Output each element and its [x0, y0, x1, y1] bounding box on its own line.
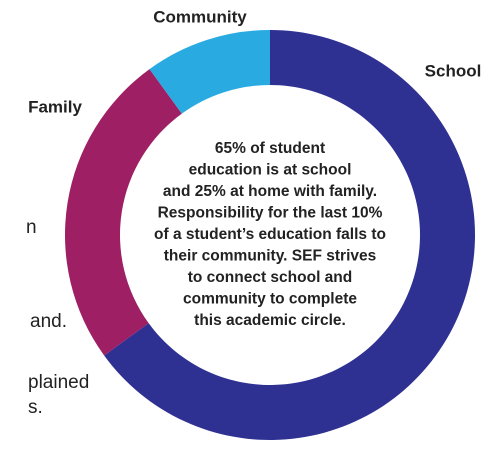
center-text: 65% of student [215, 140, 325, 157]
center-text: of a student’s education falls to [154, 226, 386, 243]
center-text: Responsibility for the last 10% [158, 205, 383, 222]
center-text: education is at school [189, 162, 352, 179]
center-text: to connect school and [188, 269, 352, 286]
donut-segment [65, 69, 182, 356]
center-text: this academic circle. [194, 312, 346, 329]
segment-label: Community [153, 7, 247, 26]
center-text: and 25% at home with family. [163, 183, 377, 200]
center-text: their community. SEF strives [164, 248, 376, 265]
center-text: community to complete [183, 291, 357, 308]
background-text: s. [28, 397, 43, 418]
background-text: and. [30, 311, 67, 332]
segment-label: School [425, 61, 482, 80]
segment-label: Family [28, 97, 82, 116]
background-text: n [26, 217, 37, 238]
donut-segment [149, 30, 270, 114]
donut-segment [104, 30, 476, 441]
background-text: plained [28, 372, 89, 393]
